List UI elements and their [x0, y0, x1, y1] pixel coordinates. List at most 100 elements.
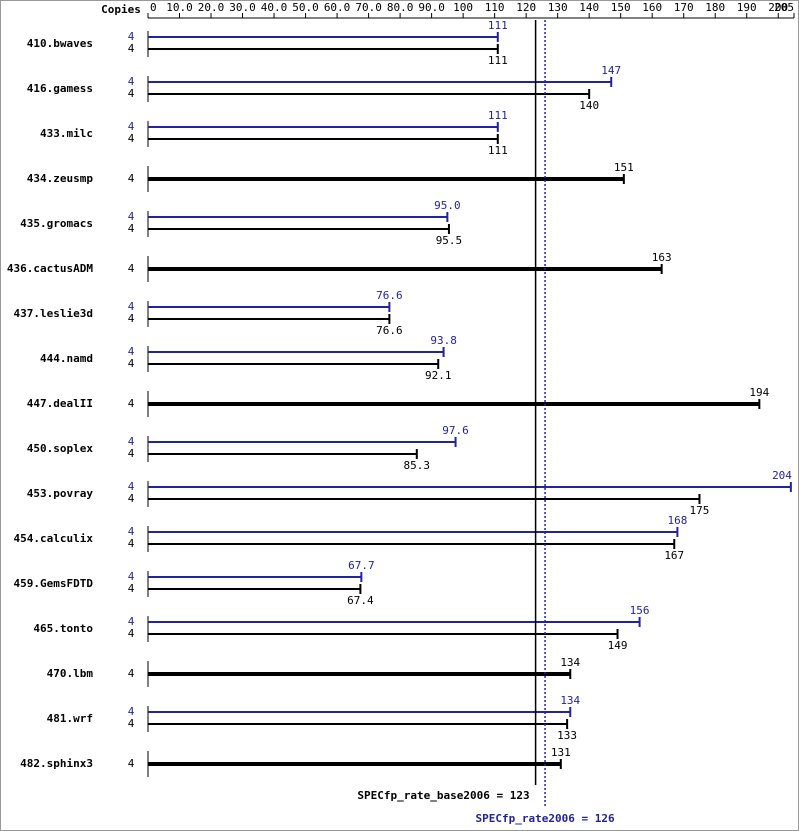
copies-label: 4 — [128, 492, 135, 505]
bar — [148, 36, 498, 38]
value-label: 140 — [579, 99, 599, 112]
value-label: 76.6 — [376, 324, 403, 337]
x-tick-label: 140 — [579, 1, 599, 14]
benchmark-label: 437.leslie3d — [14, 307, 93, 320]
copies-label: 4 — [128, 525, 135, 538]
bar — [148, 216, 448, 218]
value-label: 151 — [614, 161, 634, 174]
value-label: 97.6 — [442, 424, 469, 437]
bar — [148, 81, 612, 83]
value-label: 131 — [551, 746, 571, 759]
copies-label: 4 — [128, 75, 135, 88]
copies-label: 4 — [128, 345, 135, 358]
bar — [148, 633, 618, 635]
bar — [148, 588, 361, 590]
value-label: 147 — [601, 64, 621, 77]
bar — [148, 441, 456, 443]
x-tick-label: 100 — [453, 1, 473, 14]
value-label: 175 — [690, 504, 710, 517]
value-label: 134 — [560, 656, 580, 669]
x-tick-label: 180 — [705, 1, 725, 14]
reference-label: SPECfp_rate2006 = 126 — [476, 812, 615, 825]
bar — [148, 177, 624, 181]
bar — [148, 138, 498, 140]
copies-label: 4 — [128, 582, 135, 595]
bar — [148, 402, 760, 406]
x-tick-label: 110 — [485, 1, 505, 14]
benchmark-label: 444.namd — [40, 352, 93, 365]
value-label: 156 — [630, 604, 650, 617]
value-label: 95.5 — [436, 234, 463, 247]
x-tick-label: 150 — [611, 1, 631, 14]
value-label: 167 — [664, 549, 684, 562]
copies-label: 4 — [128, 30, 135, 43]
bar — [148, 453, 417, 455]
benchmark-label: 435.gromacs — [20, 217, 93, 230]
copies-label: 4 — [128, 480, 135, 493]
value-label: 133 — [557, 729, 577, 742]
copies-label: 4 — [128, 210, 135, 223]
bar — [148, 576, 362, 578]
x-tick-label: 170 — [674, 1, 694, 14]
benchmark-label: 482.sphinx3 — [20, 757, 93, 770]
x-tick-label: 160 — [642, 1, 662, 14]
bar — [148, 351, 444, 353]
value-label: 111 — [488, 109, 508, 122]
bar — [148, 762, 561, 766]
copies-label: 4 — [128, 627, 135, 640]
benchmark-label: 434.zeusmp — [27, 172, 94, 185]
x-tick-label: 40.0 — [261, 1, 288, 14]
value-label: 111 — [488, 54, 508, 67]
copies-label: 4 — [128, 757, 135, 770]
benchmark-label: 410.bwaves — [27, 37, 93, 50]
copies-label: 4 — [128, 300, 135, 313]
copies-label: 4 — [128, 132, 135, 145]
copies-label: 4 — [128, 447, 135, 460]
benchmark-label: 433.milc — [40, 127, 93, 140]
bar — [148, 93, 590, 95]
copies-label: 4 — [128, 717, 135, 730]
value-label: 194 — [749, 386, 769, 399]
bar — [148, 318, 390, 320]
bar — [148, 48, 498, 50]
benchmark-label: 454.calculix — [14, 532, 94, 545]
bar — [148, 228, 449, 230]
x-tick-label: 190 — [737, 1, 757, 14]
x-tick-label: 10.0 — [166, 1, 193, 14]
bar — [148, 363, 439, 365]
copies-label: 4 — [128, 312, 135, 325]
copies-label: 4 — [128, 222, 135, 235]
benchmark-label: 470.lbm — [47, 667, 94, 680]
benchmark-label: 447.dealII — [27, 397, 93, 410]
x-tick-label: 205 — [774, 1, 794, 14]
value-label: 67.4 — [347, 594, 374, 607]
x-tick-label: 30.0 — [229, 1, 256, 14]
x-tick-label: 60.0 — [324, 1, 351, 14]
x-tick-label: 70.0 — [355, 1, 382, 14]
x-tick-label: 50.0 — [292, 1, 319, 14]
value-label: 67.7 — [348, 559, 375, 572]
x-tick-label: 80.0 — [387, 1, 414, 14]
x-tick-label: 90.0 — [418, 1, 445, 14]
copies-label: 4 — [128, 435, 135, 448]
copies-header: Copies — [101, 3, 141, 16]
copies-label: 4 — [128, 120, 135, 133]
value-label: 92.1 — [425, 369, 452, 382]
value-label: 95.0 — [434, 199, 461, 212]
benchmark-label: 450.soplex — [27, 442, 94, 455]
bar — [148, 672, 571, 676]
x-tick-label: 130 — [548, 1, 568, 14]
bar — [148, 498, 700, 500]
copies-label: 4 — [128, 262, 135, 275]
copies-label: 4 — [128, 172, 135, 185]
x-tick-label: 200 — [768, 1, 788, 14]
reference-label: SPECfp_rate_base2006 = 123 — [357, 789, 529, 802]
value-label: 85.3 — [404, 459, 431, 472]
value-label: 76.6 — [376, 289, 403, 302]
copies-label: 4 — [128, 397, 135, 410]
benchmark-label: 481.wrf — [47, 712, 93, 725]
value-label: 111 — [488, 19, 508, 32]
benchmark-label: 453.povray — [27, 487, 94, 500]
bar — [148, 306, 390, 308]
